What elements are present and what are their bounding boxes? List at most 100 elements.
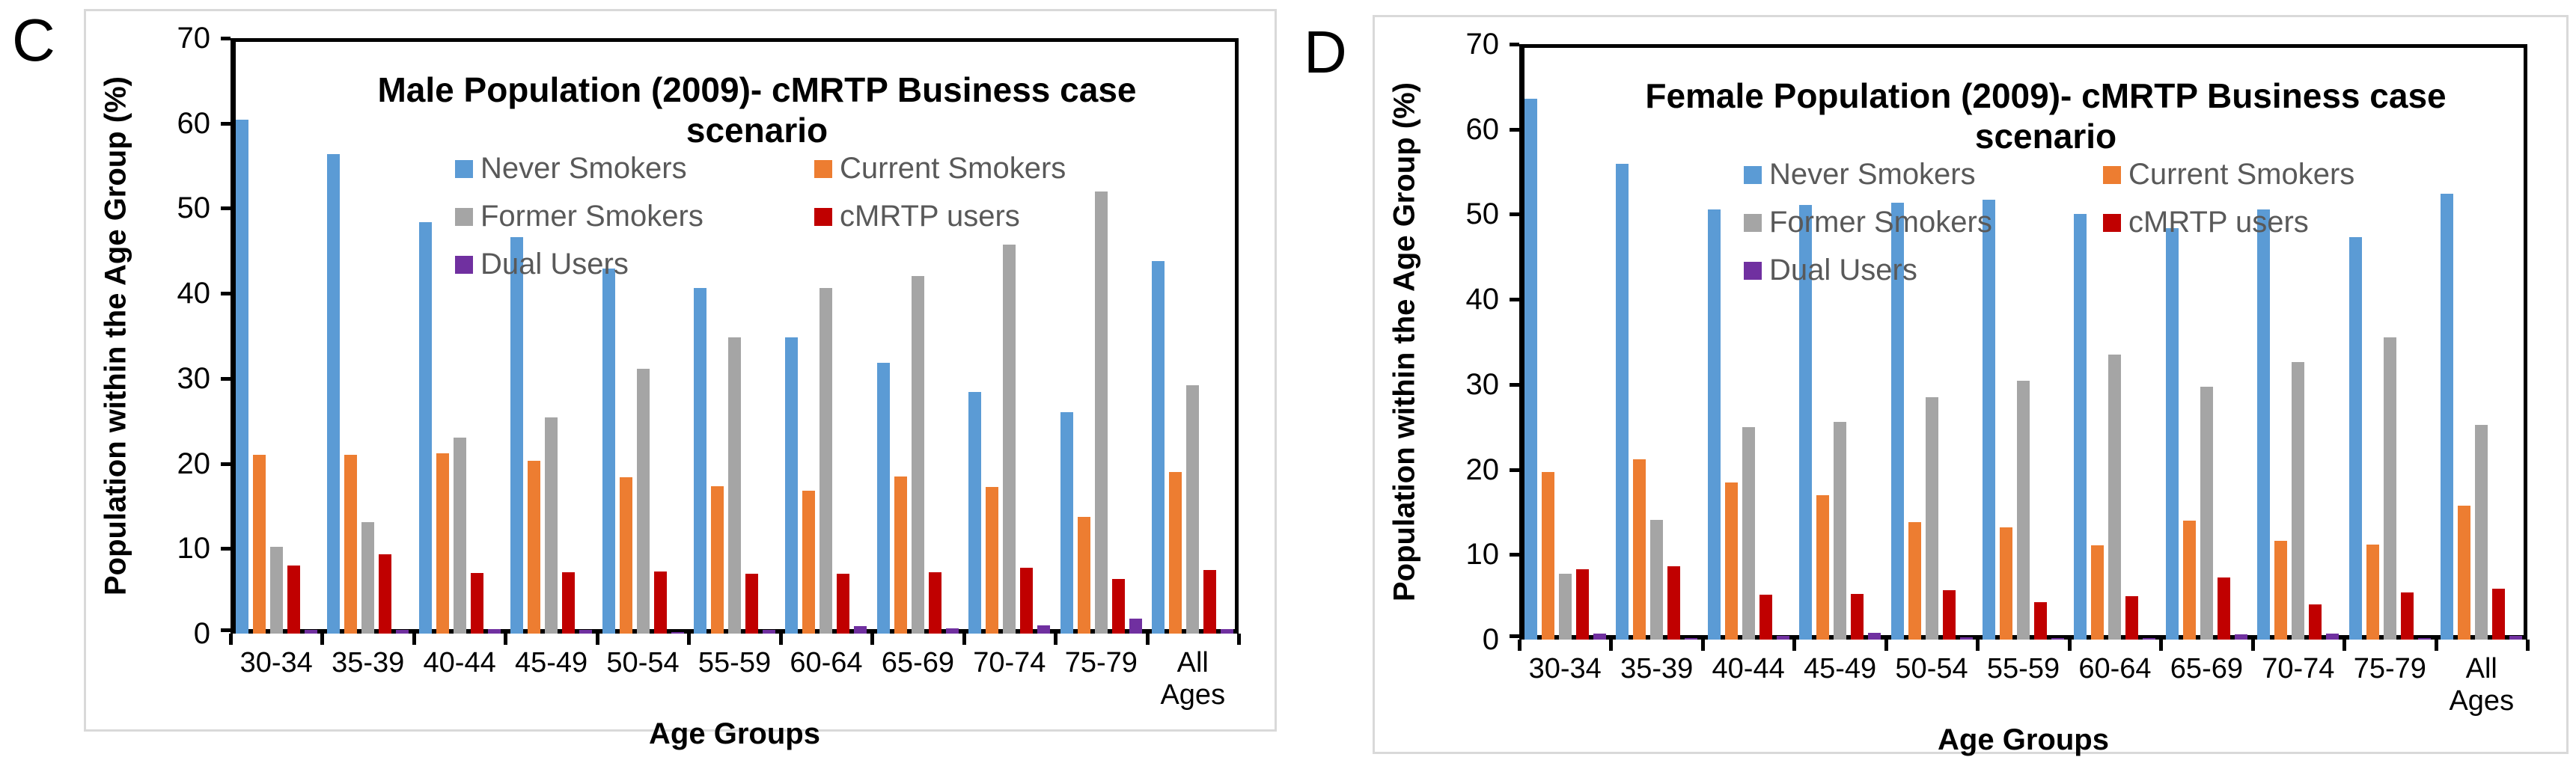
bar-former-smokers-40-44 — [1742, 427, 1755, 640]
bar-former-smokers-70-74 — [1003, 245, 1016, 634]
bar-never-smokers-55-59 — [694, 288, 706, 634]
bar-current-smokers-45-49 — [1816, 495, 1829, 640]
chart-panel-female: Female Population (2009)- cMRTP Business… — [1373, 15, 2569, 756]
legend-swatch-dual-users — [1744, 261, 1762, 280]
bar-dual-users-all-ages — [1221, 629, 1233, 634]
legend-swatch-never-smokers — [1744, 165, 1762, 184]
x-tick-label: 50-54 — [606, 647, 680, 678]
x-tick-label: 30-34 — [1528, 653, 1602, 684]
bar-never-smokers-30-34 — [236, 120, 248, 634]
x-tick-label: 70-74 — [973, 647, 1046, 678]
x-axis-tick — [2434, 640, 2438, 651]
legend-item-current-smokers: Current Smokers — [814, 152, 1066, 186]
y-axis-tick — [1510, 127, 1519, 132]
legend-item-cmrtp-users: cMRTP users — [2103, 206, 2309, 239]
bar-cmrtp-users-40-44 — [471, 573, 483, 634]
bar-former-smokers-70-74 — [2292, 362, 2304, 640]
legend-swatch-cmrtp-users — [2103, 213, 2121, 232]
y-tick-label: 60 — [1465, 112, 1500, 146]
y-axis-tick — [1510, 43, 1519, 46]
x-axis-tick — [1976, 640, 1980, 651]
y-tick-label: 20 — [1465, 453, 1500, 486]
bar-former-smokers-45-49 — [545, 417, 558, 634]
x-axis-tick — [1237, 634, 1241, 645]
bar-current-smokers-70-74 — [986, 487, 998, 634]
bar-never-smokers-55-59 — [1983, 200, 1995, 640]
legend-label-never-smokers: Never Smokers — [1769, 158, 1976, 191]
bar-cmrtp-users-50-54 — [654, 572, 667, 634]
y-tick-label: 20 — [177, 447, 211, 480]
x-tick-label: 30-34 — [239, 647, 313, 678]
bar-dual-users-75-79 — [2418, 638, 2431, 640]
x-tick-label: All Ages — [1160, 647, 1226, 711]
bar-former-smokers-65-69 — [2200, 387, 2213, 640]
x-tick-label: 75-79 — [1064, 647, 1138, 678]
bar-cmrtp-users-35-39 — [379, 554, 391, 634]
x-axis-tick — [962, 634, 966, 645]
bar-cmrtp-users-45-49 — [1851, 594, 1864, 640]
x-axis-tick — [1054, 634, 1058, 645]
bar-cmrtp-users-all-ages — [1203, 570, 1216, 634]
bar-dual-users-30-34 — [1593, 634, 1606, 640]
y-tick-label: 30 — [177, 361, 211, 395]
bar-never-smokers-60-64 — [785, 337, 798, 634]
bar-former-smokers-75-79 — [1095, 191, 1108, 634]
y-axis-title: Population within the Age Group (%) — [1388, 82, 1421, 602]
y-axis-tick — [221, 292, 231, 296]
x-axis-title: Age Groups — [649, 717, 820, 750]
chart-title: Male Population (2009)- cMRTP Business c… — [377, 70, 1137, 150]
bar-cmrtp-users-40-44 — [1759, 595, 1772, 640]
legend-label-cmrtp-users: cMRTP users — [840, 200, 1020, 233]
legend-item-former-smokers: Former Smokers — [1744, 206, 1992, 239]
bar-dual-users-75-79 — [1129, 619, 1142, 634]
bar-never-smokers-70-74 — [968, 392, 981, 634]
y-tick-label: 70 — [1465, 28, 1500, 61]
bar-dual-users-45-49 — [579, 630, 592, 634]
y-tick-label: 40 — [177, 277, 211, 310]
y-axis-tick — [221, 121, 231, 126]
bar-never-smokers-75-79 — [1060, 412, 1073, 634]
x-tick-label: 70-74 — [2262, 653, 2335, 684]
bar-former-smokers-60-64 — [820, 288, 832, 634]
y-tick-label: 50 — [177, 191, 211, 225]
bar-current-smokers-40-44 — [1725, 482, 1738, 640]
x-axis-tick — [778, 634, 783, 645]
bar-never-smokers-45-49 — [1799, 205, 1812, 640]
legend-swatch-current-smokers — [2103, 165, 2121, 184]
x-tick-label: 75-79 — [2353, 653, 2426, 684]
legend-swatch-never-smokers — [455, 159, 473, 178]
bar-current-smokers-75-79 — [2366, 545, 2379, 640]
y-axis-tick — [1510, 212, 1519, 217]
y-axis-tick — [221, 376, 231, 381]
bar-never-smokers-45-49 — [510, 237, 523, 634]
bar-dual-users-70-74 — [2326, 634, 2339, 640]
bar-current-smokers-55-59 — [711, 486, 724, 634]
x-tick-label: 35-39 — [332, 647, 405, 678]
x-axis-tick — [504, 634, 508, 645]
bar-former-smokers-45-49 — [1834, 422, 1846, 640]
y-tick-label: 0 — [1482, 623, 1499, 656]
x-axis-tick — [320, 634, 325, 645]
bar-cmrtp-users-70-74 — [2309, 604, 2322, 640]
x-axis-title: Age Groups — [1938, 723, 2109, 756]
bar-dual-users-60-64 — [2143, 638, 2155, 640]
y-axis-tick — [1510, 382, 1519, 387]
bar-never-smokers-all-ages — [1152, 261, 1165, 634]
legend-swatch-former-smokers — [1744, 213, 1762, 232]
bar-cmrtp-users-75-79 — [1112, 579, 1125, 634]
bar-cmrtp-users-55-59 — [745, 574, 758, 634]
legend-swatch-dual-users — [455, 255, 473, 274]
bar-dual-users-35-39 — [1685, 638, 1697, 640]
x-axis-tick — [1518, 640, 1522, 651]
bar-dual-users-45-49 — [1868, 633, 1881, 640]
legend-item-never-smokers: Never Smokers — [1744, 158, 1976, 191]
bar-dual-users-35-39 — [396, 630, 409, 634]
y-tick-label: 50 — [1465, 197, 1500, 231]
bar-former-smokers-60-64 — [2108, 355, 2121, 640]
bar-dual-users-65-69 — [946, 628, 959, 634]
bar-cmrtp-users-35-39 — [1667, 566, 1680, 640]
legend-item-former-smokers: Former Smokers — [455, 200, 703, 233]
bar-current-smokers-60-64 — [2091, 545, 2104, 640]
legend-label-current-smokers: Current Smokers — [2128, 158, 2355, 191]
bar-current-smokers-70-74 — [2274, 541, 2287, 640]
